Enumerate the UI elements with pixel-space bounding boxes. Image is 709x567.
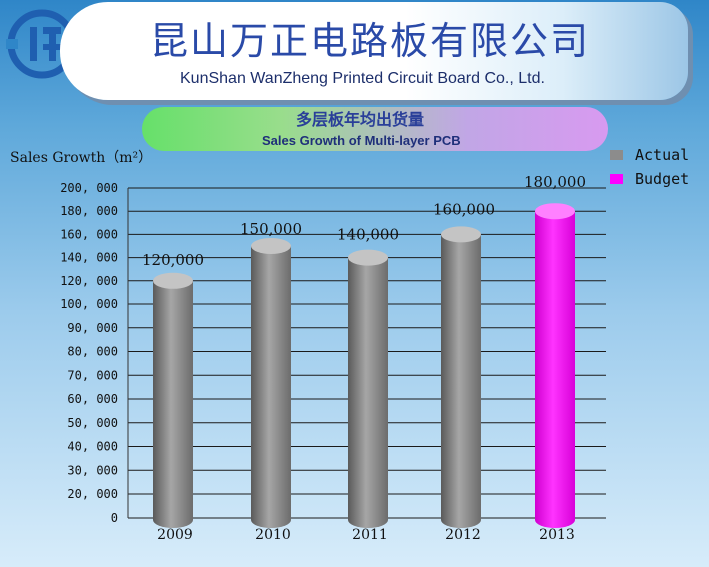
company-name-cn: 昆山万正电路板有限公司 [150,19,591,63]
bar-base [535,512,575,528]
x-tick-label: 2013 [539,527,575,543]
bar-body [348,257,388,520]
header-banner [60,2,688,100]
data-label: 120,000 [142,251,204,269]
bar-base [348,512,388,528]
chart-subtitle: Sales Growth of Multi-layer PCB [262,133,461,148]
y-tick-label: 0 [111,511,118,525]
y-tick-label: 200, 000 [60,181,118,195]
legend: Actual Budget [610,143,706,191]
y-tick-label: 30, 000 [67,463,118,477]
data-label: 140,000 [337,226,399,244]
chart-title-pill [142,107,608,151]
bar-2010 [251,238,291,528]
legend-label-actual: Actual [635,146,690,164]
y-tick-label: 50, 000 [67,416,118,430]
y-tick-label: 40, 000 [67,440,118,454]
legend-item-budget: Budget [610,167,706,191]
chart-title: 多层板年均出货量 [296,110,425,129]
company-name-en: KunShan WanZheng Printed Circuit Board C… [180,70,545,87]
y-tick-label: 160, 000 [60,227,118,241]
y-tick-label: 140, 000 [60,251,118,265]
bar-top [251,238,291,254]
bar-top [153,272,193,289]
y-tick-label: 20, 000 [67,487,118,501]
bar-2013 [535,203,575,528]
y-tick-label: 90, 000 [67,321,118,335]
bar-base [251,512,291,528]
legend-swatch-actual [610,150,623,160]
y-tick-label: 120, 000 [60,274,118,288]
y-tick-label: 180, 000 [60,204,118,218]
bar-top [535,203,575,220]
y-axis: 0 20, 000 30, 000 40, 000 50, 000 60, 000 70, … [60,181,129,525]
bar-base [153,512,193,528]
bar-body [153,280,193,520]
x-tick-label: 2011 [352,527,388,543]
bar-2012 [441,226,481,528]
x-tick-label: 2010 [255,527,291,543]
bar-2011 [348,249,388,528]
x-tick-label: 2012 [445,527,481,543]
y-tick-label: 60, 000 [67,392,118,406]
y-tick-label: 70, 000 [67,368,118,382]
bar-base [441,512,481,528]
data-label: 180,000 [524,173,586,191]
data-label: 160,000 [433,200,495,218]
data-label: 150,000 [240,220,302,238]
legend-swatch-budget [610,174,623,184]
bar-body [441,234,481,520]
x-tick-label: 2009 [157,527,193,543]
y-tick-label: 100, 000 [60,297,118,311]
legend-label-budget: Budget [635,170,690,188]
bars: 120,000 2009 150,000 2010 140,000 2011 160,000… [142,173,586,543]
bar-body [251,246,291,520]
bar-top [348,249,388,266]
y-tick-label: 80, 000 [67,345,118,359]
bar-top [441,226,481,243]
y-axis-title: Sales Growth（m²） [10,150,153,166]
bar-body [535,211,575,520]
legend-item-actual: Actual [610,143,706,167]
bar-2009 [153,272,193,528]
